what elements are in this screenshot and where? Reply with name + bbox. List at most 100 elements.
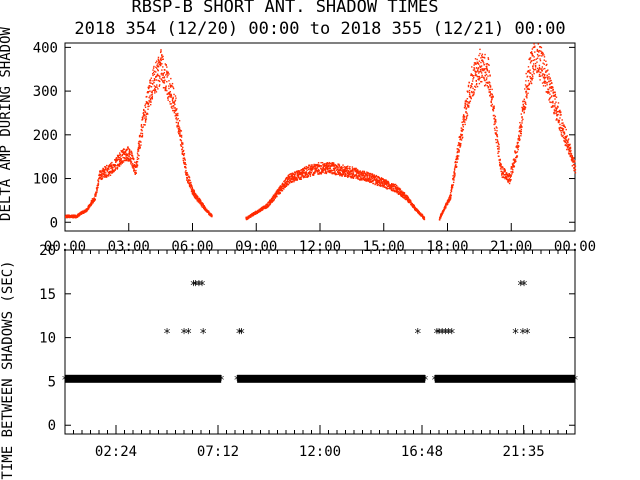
top-data-point [297,173,299,175]
top-data-point [363,171,366,173]
top-data-point [134,161,136,163]
top-data-point [188,179,190,182]
top-data-point [517,148,519,151]
top-data-point [496,127,498,129]
top-data-point [528,88,531,90]
top-data-point [474,89,476,91]
top-data-point [486,85,489,87]
top-data-point [512,164,515,166]
top-data-point [341,173,343,176]
top-data-point [162,72,165,75]
top-data-point [94,195,96,198]
top-data-point [69,216,71,219]
top-data-point [299,176,301,179]
top-data-point [487,87,489,89]
top-data-point [327,162,329,165]
top-data-point [170,94,173,97]
top-data-point [473,67,475,69]
top-data-point [481,53,484,55]
top-data-point [257,209,260,211]
top-data-point [151,98,154,100]
top-data-point [180,130,183,132]
top-data-point [156,65,159,68]
top-data-point [127,147,129,150]
top-data-point [90,204,92,206]
top-data-point [180,134,183,137]
top-data-point [184,166,187,168]
top-data-point [121,151,123,153]
top-data-point [115,157,118,159]
top-data-point [361,179,363,181]
top-data-point [101,177,104,179]
top-data-point [571,160,573,162]
top-data-point [534,62,537,65]
top-data-point [278,191,280,194]
top-data-point [390,188,393,190]
top-data-point [160,59,162,62]
top-data-point [553,111,555,114]
top-data-point [538,64,541,67]
top-data-point [107,173,110,176]
top-data-point [106,167,109,170]
top-data-point [492,110,495,112]
top-data-point [539,54,541,57]
top-data-point [473,68,476,70]
top-data-point [562,130,564,132]
top-data-point [362,173,364,175]
top-data-point [480,61,482,64]
top-data-point [281,183,284,185]
top-data-point [497,142,500,145]
top-data-point [537,43,540,45]
top-data-point [190,188,193,191]
top-data-point [552,91,554,93]
top-data-point [450,194,452,197]
top-data-point [130,154,133,157]
top-data-point [192,188,194,191]
top-data-point [97,186,99,189]
top-data-point [407,201,410,203]
top-data-point [300,178,302,180]
top-data-point [154,88,156,90]
top-data-point [338,165,340,168]
top-data-point [555,108,558,110]
bottom-x-tick-label: 16:48 [401,444,443,460]
top-data-point [352,171,354,174]
top-data-point [454,161,456,164]
top-data-point [518,136,520,138]
top-data-point [558,127,561,129]
top-data-point [294,178,296,180]
top-data-point [173,107,175,109]
top-data-point [471,66,473,68]
top-data-point [557,106,559,108]
top-data-point [520,125,523,127]
top-data-point [458,151,460,153]
top-data-point [452,175,454,177]
top-data-point [178,127,181,129]
top-data-point [83,212,85,214]
top-data-point [516,151,519,153]
top-data-point [472,94,474,97]
top-data-point [97,180,100,182]
top-data-point [287,183,289,185]
top-data-point [139,145,141,148]
top-data-point [262,208,265,210]
top-data-point [167,99,169,101]
top-data-point [367,180,369,182]
bottom-data-point: * [192,279,200,294]
top-data-point [480,80,482,83]
top-data-point [137,158,140,160]
top-data-point [365,174,367,176]
top-data-point [517,139,519,141]
top-data-point [91,201,94,203]
top-data-point [121,161,124,163]
top-data-point [419,212,422,214]
top-data-point [265,205,267,208]
top-data-point [153,79,156,82]
top-data-point [203,206,206,208]
top-data-point [539,46,542,48]
top-data-point [546,81,548,84]
top-data-point [322,169,325,172]
top-data-point [548,98,551,100]
top-data-point [490,101,492,103]
top-data-point [126,157,129,159]
